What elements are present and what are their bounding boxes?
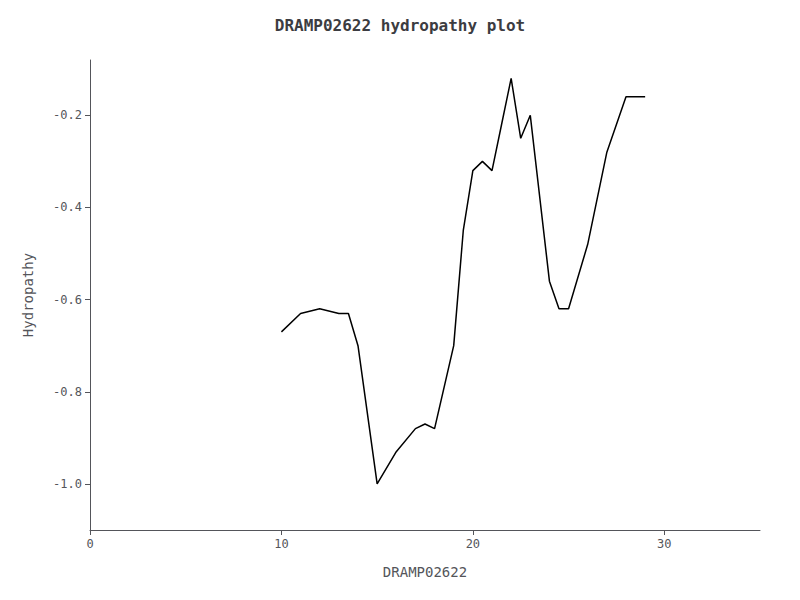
svg-text:-0.6: -0.6 [53,293,82,307]
svg-text:10: 10 [274,537,288,551]
svg-text:20: 20 [466,537,480,551]
svg-text:DRAMP02622: DRAMP02622 [383,564,467,580]
svg-text:-1.0: -1.0 [53,477,82,491]
svg-text:DRAMP02622 hydropathy plot: DRAMP02622 hydropathy plot [275,16,525,35]
svg-text:-0.2: -0.2 [53,108,82,122]
svg-text:-0.4: -0.4 [53,200,82,214]
svg-text:30: 30 [657,537,671,551]
svg-text:-0.8: -0.8 [53,385,82,399]
svg-text:0: 0 [86,537,93,551]
svg-text:Hydropathy: Hydropathy [20,253,36,337]
